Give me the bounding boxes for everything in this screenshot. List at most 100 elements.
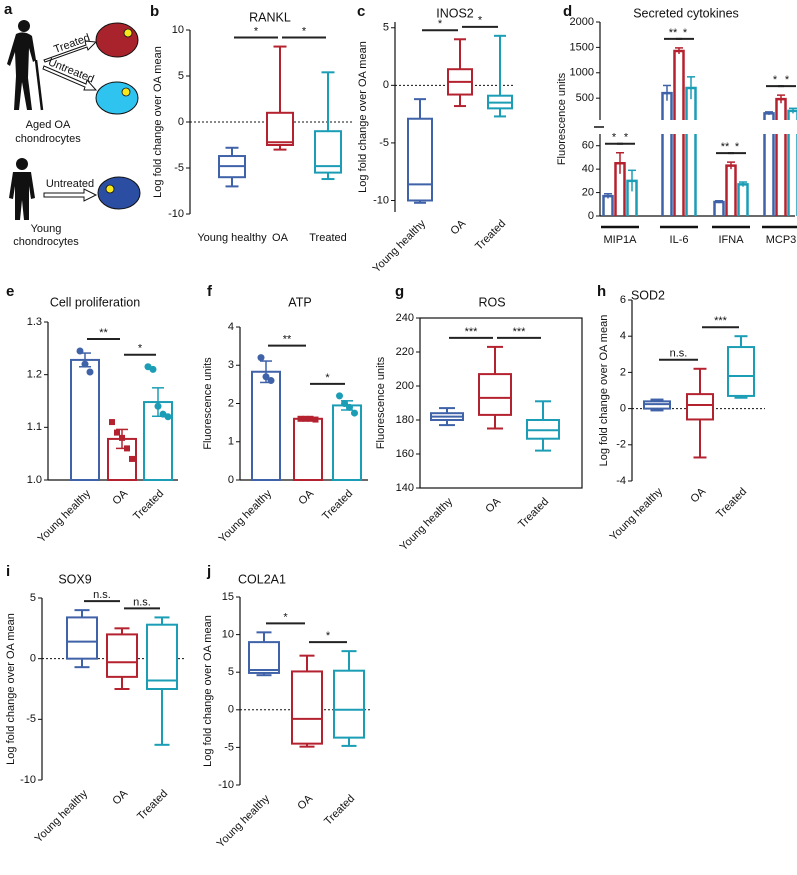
sig-label: ***	[513, 326, 527, 338]
box	[106, 633, 138, 678]
chart-title: COL2A1	[238, 572, 286, 586]
y-tick-label: 15	[222, 591, 234, 603]
untreated-label: Untreated	[46, 178, 94, 190]
sig-label: *	[785, 74, 790, 86]
y-tick-label: 40	[582, 163, 594, 175]
data-point	[341, 400, 348, 407]
bar	[787, 109, 797, 216]
group-label: IFNA	[718, 234, 744, 246]
y-tick-label: 6	[620, 294, 626, 306]
bar	[725, 164, 737, 216]
sig-label: *	[138, 343, 143, 355]
nucleus	[105, 184, 115, 194]
y-tick-label: -5	[174, 162, 184, 174]
panel-label: h	[597, 283, 606, 300]
x-tick-label: OA	[483, 495, 503, 515]
group-label: MCP3	[766, 234, 797, 246]
box	[291, 670, 323, 745]
bar	[332, 404, 362, 482]
y-tick-label: -10	[20, 774, 36, 786]
y-tick-label: 5	[383, 22, 389, 34]
y-axis-title: Fluorescence units	[202, 357, 214, 450]
x-tick-label: OA	[688, 485, 708, 505]
chart-title: ATP	[288, 295, 311, 309]
data-point	[81, 360, 89, 368]
chart-title: INOS2	[436, 6, 474, 20]
y-tick-label: 10	[222, 629, 234, 641]
x-tick-label: OA	[295, 792, 315, 812]
sig-label: *	[438, 18, 443, 30]
arrows	[42, 40, 98, 202]
x-tick-label: OA	[272, 232, 289, 244]
sig-label: n.s.	[93, 589, 111, 601]
sig-label: *	[624, 132, 629, 144]
treated-cell	[95, 22, 139, 58]
y-tick-label: 1	[228, 436, 234, 448]
data-point	[149, 365, 157, 373]
young-label: Young	[31, 223, 62, 235]
x-tick-label: OA	[296, 487, 316, 507]
box	[266, 111, 294, 147]
y-tick-label: 2000	[570, 16, 594, 28]
panel-label: d	[563, 3, 572, 20]
sig-label: *	[683, 27, 688, 39]
data-point	[351, 409, 358, 417]
data-point	[76, 347, 84, 355]
panel-label: c	[357, 3, 365, 20]
untreated-cell	[95, 81, 139, 115]
sig-label: *	[302, 25, 307, 37]
panel-label: e	[6, 283, 14, 300]
bar	[602, 194, 614, 216]
data-point	[302, 415, 309, 422]
y-tick-label: -4	[616, 475, 626, 487]
x-tick-label: Young healthy	[33, 787, 91, 845]
sig-label: *	[735, 141, 740, 153]
y-tick-label: 160	[396, 448, 414, 460]
data-point	[114, 429, 120, 436]
y-tick-label: -5	[379, 137, 389, 149]
y-tick-label: 0	[588, 210, 594, 222]
data-point	[257, 354, 265, 362]
sig-label: n.s.	[133, 596, 151, 608]
y-tick-label: 0	[620, 403, 626, 415]
data-point	[124, 445, 130, 452]
young-label: chondrocytes	[13, 236, 79, 248]
x-tick-label: Young healthy	[36, 487, 94, 545]
y-tick-label: 1.0	[27, 474, 42, 486]
x-tick-label: OA	[448, 217, 468, 237]
nucleus	[123, 28, 133, 38]
bar	[763, 112, 775, 216]
data-point	[267, 377, 275, 385]
bar	[293, 417, 323, 481]
panel-label: b	[150, 3, 159, 20]
y-axis-title: Log fold change over OA mean	[152, 46, 164, 198]
x-tick-label: OA	[110, 487, 130, 507]
y-tick-label: 200	[396, 380, 414, 392]
sig-label: *	[283, 611, 288, 623]
data-point	[307, 415, 314, 422]
sig-label: ***	[714, 315, 728, 327]
box	[727, 346, 755, 397]
nucleus	[121, 87, 131, 97]
sig-label: *	[254, 25, 259, 37]
y-axis-title: Log fold change over OA mean	[5, 613, 17, 765]
y-tick-label: 10	[172, 24, 184, 36]
panel-label: a	[4, 1, 13, 18]
bar	[775, 97, 787, 216]
y-axis-title: Log fold change over OA mean	[598, 315, 610, 467]
panel-label: i	[6, 563, 10, 580]
panel-label: g	[395, 283, 404, 300]
x-tick-label: OA	[110, 787, 130, 807]
bar	[737, 183, 749, 216]
y-axis-title: Log fold change over OA mean	[357, 41, 369, 193]
sig-label: *	[326, 630, 331, 642]
x-tick-label: Treated	[309, 232, 347, 244]
plot-frame	[419, 317, 583, 489]
x-tick-label: Young healthy	[217, 487, 275, 545]
sig-label: **	[721, 141, 730, 153]
y-tick-label: 1.1	[27, 421, 42, 433]
bar	[661, 91, 673, 216]
y-tick-label: -5	[26, 713, 36, 725]
schematic: a Treated Untreated Aged OA chondrocytes…	[4, 1, 141, 248]
